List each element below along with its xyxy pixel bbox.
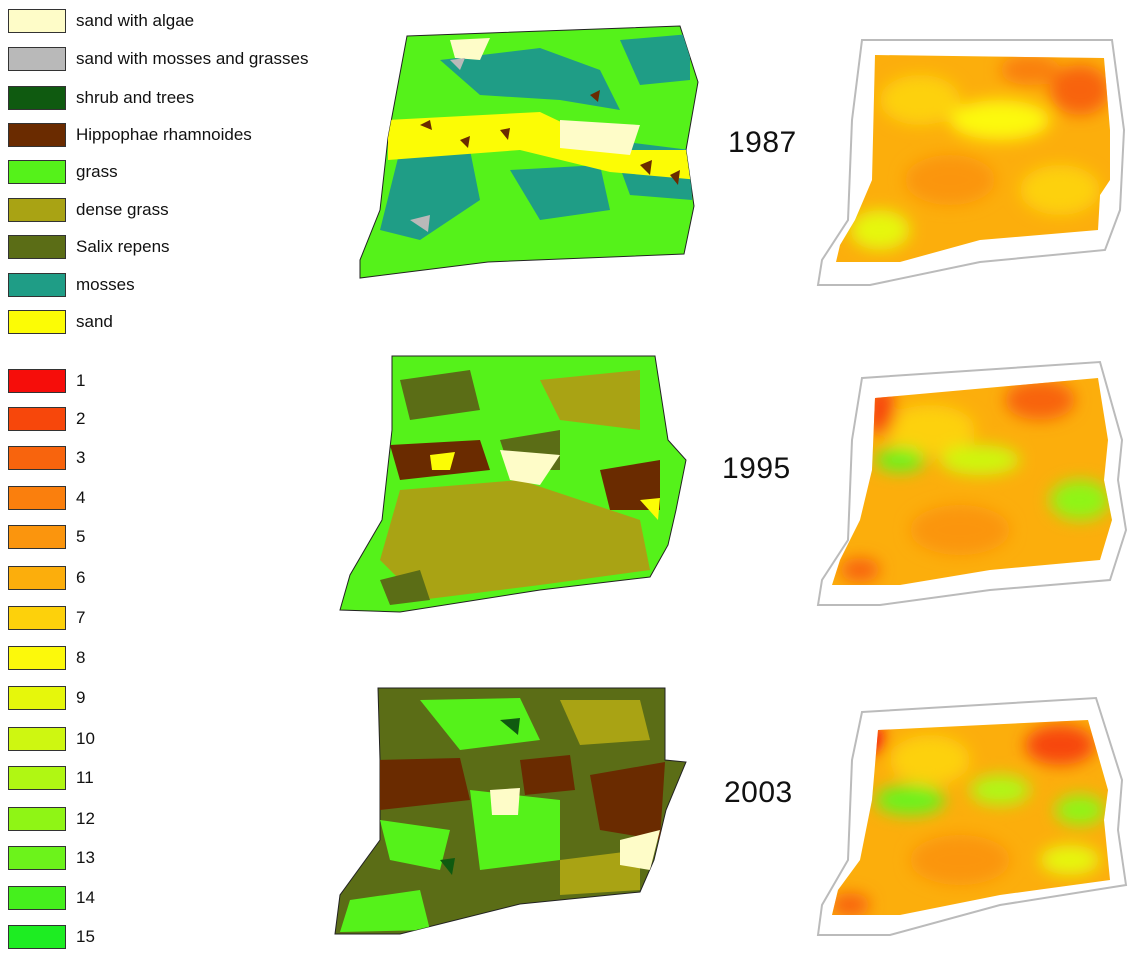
scale-swatch bbox=[8, 925, 66, 949]
scale-item: 1 bbox=[8, 368, 85, 394]
year-label-1995: 1995 bbox=[722, 452, 791, 485]
scale-label: 4 bbox=[76, 488, 86, 507]
legend-swatch bbox=[8, 310, 66, 334]
legend-swatch bbox=[8, 160, 66, 184]
legend-label: Hippophae rhamnoides bbox=[76, 125, 252, 144]
legend-item-hippophae-rhamnoides: Hippophae rhamnoides bbox=[8, 122, 252, 148]
legend-label: dense grass bbox=[76, 200, 169, 219]
scale-label: 10 bbox=[76, 729, 95, 748]
scale-swatch bbox=[8, 846, 66, 870]
legend-item-mosses: mosses bbox=[8, 272, 135, 298]
scale-swatch bbox=[8, 646, 66, 670]
legend-item-shrub-and-trees: shrub and trees bbox=[8, 85, 194, 111]
scale-label: 12 bbox=[76, 809, 95, 828]
legend-swatch bbox=[8, 9, 66, 33]
vegetation-map-1987 bbox=[359, 25, 699, 279]
scale-item: 6 bbox=[8, 565, 85, 591]
legend-swatch bbox=[8, 273, 66, 297]
legend-item-dense-grass: dense grass bbox=[8, 197, 169, 223]
legend-label: sand bbox=[76, 312, 113, 331]
legend-item-salix-repens: Salix repens bbox=[8, 234, 170, 260]
legend-item-sand-with-algae: sand with algae bbox=[8, 8, 194, 34]
legend-swatch bbox=[8, 123, 66, 147]
scale-swatch bbox=[8, 486, 66, 510]
scale-label: 15 bbox=[76, 927, 95, 946]
scale-swatch bbox=[8, 407, 66, 431]
legend-item-sand: sand bbox=[8, 309, 113, 335]
scale-item: 10 bbox=[8, 726, 95, 752]
legend-swatch bbox=[8, 86, 66, 110]
scale-swatch bbox=[8, 766, 66, 790]
scale-label: 14 bbox=[76, 888, 95, 907]
scale-item: 9 bbox=[8, 685, 85, 711]
scale-label: 2 bbox=[76, 409, 86, 428]
scale-item: 8 bbox=[8, 645, 85, 671]
scale-swatch bbox=[8, 369, 66, 393]
scale-swatch bbox=[8, 686, 66, 710]
scale-item: 3 bbox=[8, 445, 85, 471]
legend-label: sand with mosses and grasses bbox=[76, 49, 309, 68]
scale-item: 7 bbox=[8, 605, 85, 631]
scale-label: 6 bbox=[76, 568, 86, 587]
heat-map-1995 bbox=[816, 360, 1128, 606]
legend-item-grass: grass bbox=[8, 159, 118, 185]
scale-label: 13 bbox=[76, 848, 95, 867]
heat-map-2003 bbox=[816, 696, 1128, 936]
scale-item: 11 bbox=[8, 765, 94, 791]
scale-swatch bbox=[8, 446, 66, 470]
year-label-2003: 2003 bbox=[724, 776, 793, 809]
scale-swatch bbox=[8, 525, 66, 549]
vegetation-map-1995 bbox=[339, 355, 687, 613]
scale-label: 9 bbox=[76, 688, 86, 707]
year-label-1987: 1987 bbox=[728, 126, 797, 159]
heat-map-1987 bbox=[816, 39, 1126, 286]
scale-item: 15 bbox=[8, 924, 95, 950]
scale-item: 4 bbox=[8, 485, 85, 511]
scale-label: 11 bbox=[76, 768, 94, 787]
scale-swatch bbox=[8, 606, 66, 630]
scale-item: 12 bbox=[8, 806, 95, 832]
scale-item: 14 bbox=[8, 885, 95, 911]
legend-label: mosses bbox=[76, 275, 135, 294]
legend-swatch bbox=[8, 235, 66, 259]
scale-item: 2 bbox=[8, 406, 85, 432]
legend-swatch bbox=[8, 47, 66, 71]
scale-swatch bbox=[8, 886, 66, 910]
scale-swatch bbox=[8, 566, 66, 590]
legend-label: grass bbox=[76, 162, 118, 181]
scale-item: 5 bbox=[8, 524, 85, 550]
scale-label: 7 bbox=[76, 608, 86, 627]
scale-label: 5 bbox=[76, 527, 86, 546]
legend-item-sand-with-mosses-and-grasses: sand with mosses and grasses bbox=[8, 46, 308, 72]
legend-swatch bbox=[8, 198, 66, 222]
vegetation-map-2003 bbox=[334, 687, 687, 935]
scale-item: 13 bbox=[8, 845, 95, 871]
legend-label: Salix repens bbox=[76, 237, 170, 256]
scale-label: 1 bbox=[76, 371, 86, 390]
scale-swatch bbox=[8, 727, 66, 751]
scale-label: 3 bbox=[76, 448, 86, 467]
scale-swatch bbox=[8, 807, 66, 831]
legend-label: sand with algae bbox=[76, 11, 195, 30]
legend-label: shrub and trees bbox=[76, 88, 195, 107]
scale-label: 8 bbox=[76, 648, 86, 667]
